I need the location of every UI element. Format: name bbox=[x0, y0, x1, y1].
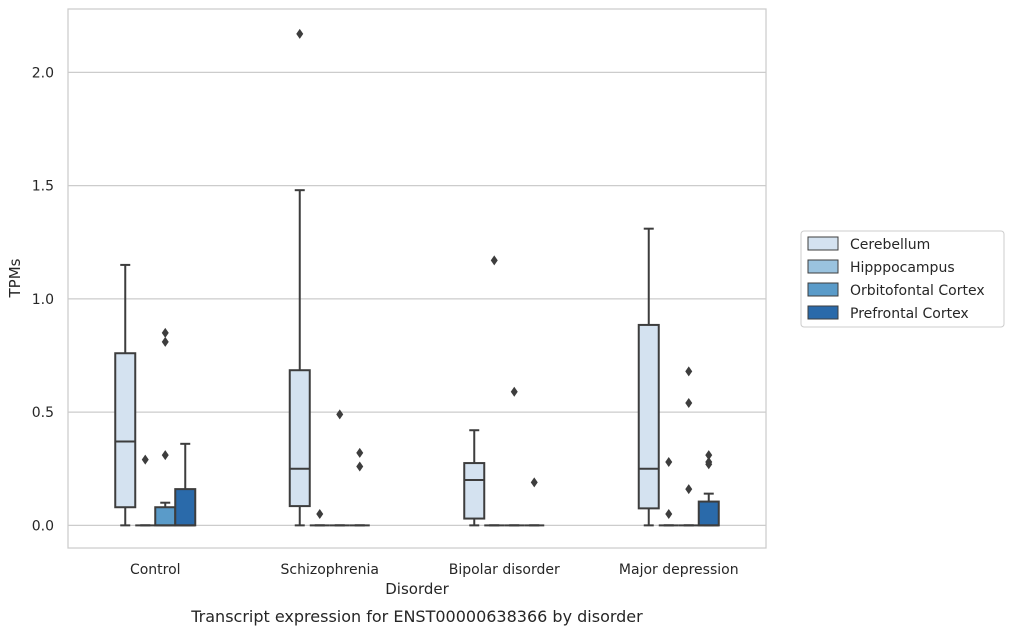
y-axis-label: TPMs bbox=[6, 258, 24, 298]
box bbox=[697, 500, 720, 527]
outlier-marker bbox=[705, 450, 713, 461]
outlier-marker bbox=[685, 398, 693, 409]
box bbox=[288, 369, 311, 508]
y-tick-label: 1.5 bbox=[32, 179, 54, 195]
x-tick-label: Bipolar disorder bbox=[449, 562, 560, 578]
x-tick-label: Schizophrenia bbox=[281, 562, 379, 578]
outlier-marker bbox=[665, 456, 673, 467]
box-groups bbox=[114, 28, 720, 527]
x-tick-label: Control bbox=[130, 562, 181, 578]
x-axis-label: Disorder bbox=[385, 580, 449, 598]
legend-label: Cerebellum bbox=[850, 237, 930, 253]
outlier-marker bbox=[490, 255, 498, 266]
outlier-marker bbox=[356, 461, 364, 472]
series-prefrontal-cortex bbox=[174, 442, 720, 527]
plot-background bbox=[68, 9, 766, 548]
legend: Cerebellum Hipppocampus Orbitofontal Corte… bbox=[800, 230, 1005, 328]
box bbox=[114, 352, 137, 509]
x-axis-ticks: Control Schizophrenia Bipolar disorder Majo… bbox=[130, 562, 739, 578]
legend-swatch bbox=[807, 259, 839, 274]
box bbox=[174, 488, 197, 527]
y-tick-label: 2.0 bbox=[32, 65, 54, 81]
box bbox=[463, 462, 486, 520]
series-cerebellum bbox=[114, 28, 660, 527]
legend-label: Hipppocampus bbox=[850, 260, 955, 276]
legend-label: Prefrontal Cortex bbox=[850, 306, 969, 322]
outlier-marker bbox=[665, 509, 673, 520]
outlier-marker bbox=[705, 459, 713, 470]
series-orbitofontal-cortex bbox=[154, 327, 699, 527]
box bbox=[637, 323, 660, 510]
legend-swatch bbox=[807, 305, 839, 320]
legend-swatch bbox=[807, 282, 839, 297]
outlier-marker bbox=[161, 336, 169, 347]
outlier-marker bbox=[685, 366, 693, 377]
x-tick-label: Major depression bbox=[619, 562, 739, 578]
series-hipppocampus bbox=[135, 255, 679, 527]
outlier-marker bbox=[296, 28, 304, 39]
outlier-marker bbox=[161, 327, 169, 338]
outlier-marker bbox=[510, 386, 518, 397]
y-tick-label: 0.5 bbox=[32, 405, 54, 421]
outlier-marker bbox=[530, 477, 538, 488]
outlier-marker bbox=[336, 409, 344, 420]
outlier-marker bbox=[316, 509, 324, 520]
y-axis-ticks: 0.0 0.5 1.0 1.5 2.0 bbox=[32, 65, 54, 534]
outlier-marker bbox=[685, 484, 693, 495]
outlier-marker bbox=[356, 447, 364, 458]
legend-frame bbox=[800, 230, 1005, 328]
y-tick-label: 1.0 bbox=[32, 292, 54, 308]
legend-swatch bbox=[807, 236, 839, 251]
outlier-marker bbox=[161, 450, 169, 461]
legend-label: Orbitofontal Cortex bbox=[850, 283, 985, 299]
box bbox=[154, 506, 177, 527]
chart-caption: Transcript expression for ENST0000063836… bbox=[190, 607, 643, 626]
plot-frame bbox=[67, 8, 767, 549]
y-tick-label: 0.0 bbox=[32, 518, 54, 534]
outlier-marker bbox=[141, 454, 149, 465]
